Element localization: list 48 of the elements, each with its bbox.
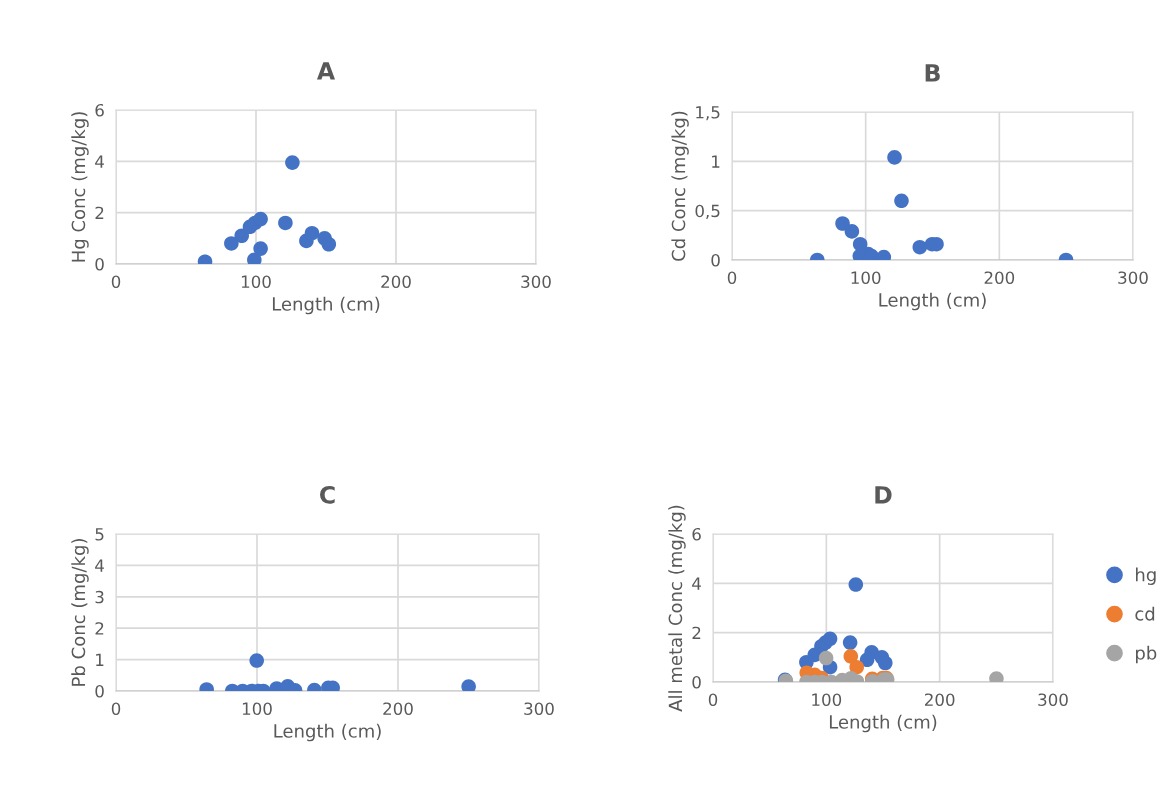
x-tick-label: 0: [111, 702, 121, 716]
y-tick-label: 0,5: [695, 204, 720, 219]
chart-title: C: [320, 485, 335, 504]
chart-title: B: [925, 64, 940, 82]
x-tick-label: 100: [242, 702, 272, 716]
x-axis-title: Length (cm): [274, 723, 381, 742]
y-tick-label: 0: [692, 675, 701, 689]
y-tick-label: 2: [692, 626, 701, 639]
y-tick-label: 1: [96, 653, 104, 666]
y-tick-label: 1,5: [696, 106, 720, 121]
chart-title: A: [316, 62, 336, 80]
chart-title: D: [875, 486, 892, 504]
x-tick-label: 300: [1118, 271, 1148, 285]
y-tick-label: 0: [711, 253, 720, 267]
y-axis-title: Cd Conc (mg/kg): [671, 111, 689, 261]
legend-label: cd: [1135, 606, 1155, 621]
x-tick-label: 200: [383, 702, 413, 716]
x-tick-label: 100: [241, 275, 271, 289]
x-tick-label: 200: [381, 275, 411, 289]
x-tick-label: 0: [727, 271, 737, 285]
y-tick-label: 4: [95, 155, 104, 168]
x-tick-label: 100: [812, 693, 842, 707]
x-tick-label: 0: [111, 275, 121, 289]
y-tick-label: 2: [95, 622, 104, 635]
x-tick-label: 100: [851, 271, 881, 285]
x-tick-label: 300: [524, 702, 554, 716]
legend-label: pb: [1136, 645, 1157, 664]
x-axis-title: Length (cm): [879, 292, 986, 311]
y-axis-title: All metal Conc (mg/kg): [668, 505, 686, 712]
x-axis-title: Length (cm): [829, 714, 937, 733]
y-tick-label: 6: [692, 527, 701, 541]
legend-label: hg: [1136, 567, 1156, 585]
y-axis-title: Pb Conc (mg/kg): [71, 539, 89, 686]
y-axis-title: Hg Conc (mg/kg): [71, 112, 89, 262]
y-tick-label: 4: [692, 577, 701, 590]
y-tick-label: 0: [95, 684, 104, 698]
x-tick-label: 200: [924, 693, 955, 707]
y-tick-label: 5: [95, 528, 104, 541]
y-tick-label: 1: [712, 155, 720, 168]
y-tick-label: 3: [95, 590, 104, 604]
y-tick-label: 4: [95, 559, 104, 572]
y-tick-label: 6: [95, 103, 104, 117]
y-tick-label: 0: [95, 257, 104, 271]
x-tick-label: 200: [984, 271, 1015, 285]
y-tick-label: 2: [95, 206, 104, 219]
x-axis-title: Length (cm): [272, 296, 380, 315]
x-tick-label: 300: [521, 275, 551, 289]
x-tick-label: 300: [1038, 693, 1068, 707]
